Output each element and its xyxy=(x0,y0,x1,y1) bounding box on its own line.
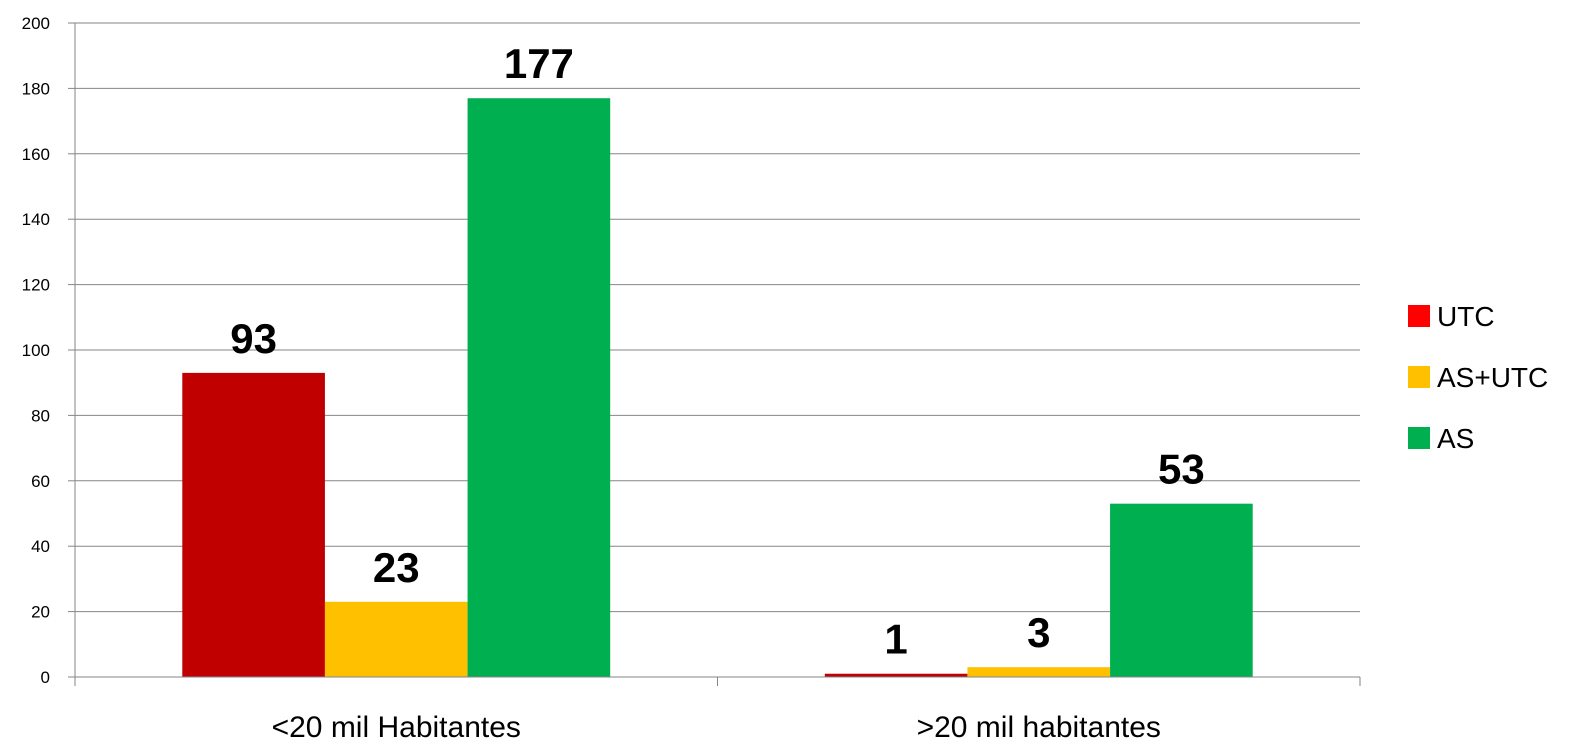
bar-utc-2 xyxy=(824,673,968,677)
bar-utc-1 xyxy=(182,372,325,677)
x-category-label: <20 mil Habitantes xyxy=(272,711,521,744)
bar-as-1 xyxy=(467,98,611,677)
y-tick-label: 40 xyxy=(31,537,50,556)
x-category-label: >20 mil habitantes xyxy=(917,711,1161,744)
legend-swatch xyxy=(1408,366,1430,388)
y-tick-label: 200 xyxy=(22,14,50,33)
data-label: 23 xyxy=(373,544,420,591)
y-tick-label: 20 xyxy=(31,603,50,622)
bar-as-2 xyxy=(1110,503,1253,677)
legend-swatch xyxy=(1408,305,1430,327)
data-label: 53 xyxy=(1158,446,1205,493)
y-tick-label: 100 xyxy=(22,341,50,360)
legend-swatch xyxy=(1408,427,1430,449)
y-tick-label: 0 xyxy=(41,668,50,687)
legend-label: UTC xyxy=(1437,301,1495,332)
y-tick-label: 140 xyxy=(22,210,50,229)
bars xyxy=(182,98,1253,677)
bar-as-utc-1 xyxy=(324,601,468,677)
x-axis-labels: <20 mil Habitantes >20 mil habitantes xyxy=(272,711,1161,744)
data-label: 177 xyxy=(504,40,574,87)
y-tick-label: 80 xyxy=(31,406,50,425)
legend-label: AS+UTC xyxy=(1437,362,1548,393)
legend-label: AS xyxy=(1437,423,1474,454)
y-tick-label: 120 xyxy=(22,276,50,295)
y-tick-label: 180 xyxy=(22,79,50,98)
data-label: 3 xyxy=(1027,609,1050,656)
y-tick-label: 160 xyxy=(22,145,50,164)
data-label: 93 xyxy=(230,315,277,362)
legend: UTC AS+UTC AS xyxy=(1408,301,1548,454)
axes xyxy=(74,23,1361,686)
y-axis-ticks: 0 20 40 60 80 100 120 140 160 180 200 xyxy=(22,14,75,687)
y-tick-label: 60 xyxy=(31,472,50,491)
data-labels: 93 23 177 1 3 53 xyxy=(230,40,1204,663)
data-label: 1 xyxy=(884,616,907,663)
bar-as-utc-2 xyxy=(967,667,1111,677)
